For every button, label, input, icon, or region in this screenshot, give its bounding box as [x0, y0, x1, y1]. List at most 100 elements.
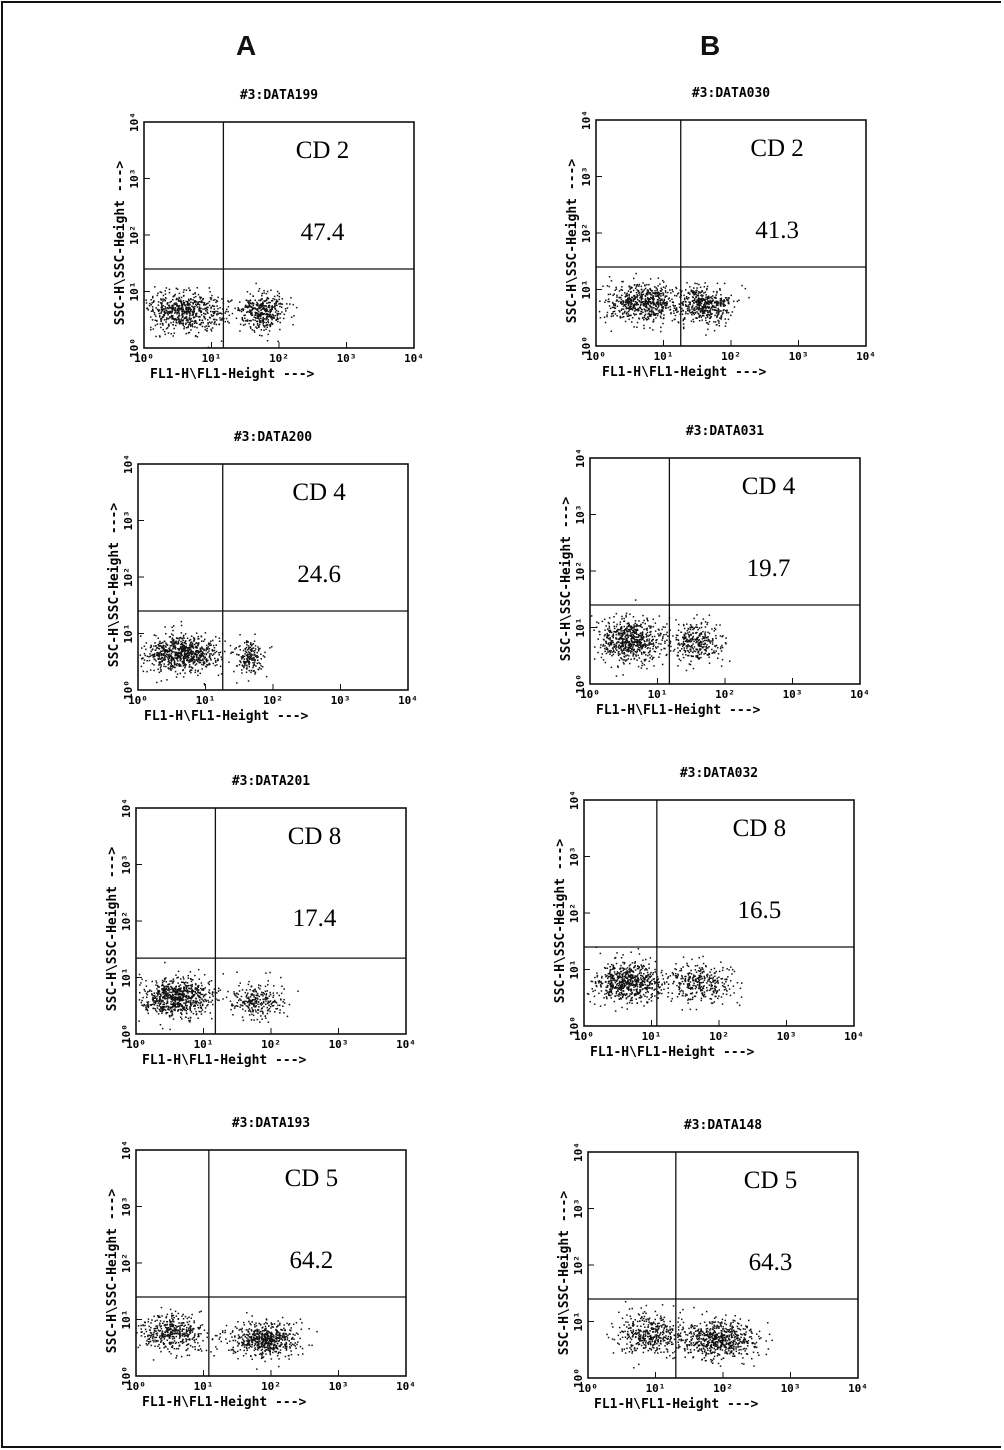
event-dot	[653, 302, 656, 305]
event-dot	[256, 651, 258, 654]
event-dot	[181, 660, 183, 663]
event-dot	[604, 629, 606, 631]
event-dot	[200, 321, 203, 324]
event-dot	[663, 281, 665, 283]
event-dot	[208, 991, 210, 993]
event-dot	[172, 640, 175, 642]
event-dot	[698, 320, 701, 322]
event-dot	[277, 310, 280, 313]
event-dot	[272, 316, 274, 319]
event-dot	[630, 305, 632, 308]
event-dot	[720, 315, 723, 317]
event-dot	[702, 312, 704, 315]
event-dot	[642, 638, 644, 640]
event-dot	[186, 659, 189, 662]
event-dot	[676, 293, 679, 295]
event-dot	[196, 653, 198, 656]
event-dot	[196, 326, 198, 329]
event-dot	[188, 660, 190, 662]
event-dot	[627, 313, 630, 315]
event-dot	[174, 989, 176, 991]
event-dot	[646, 631, 649, 634]
event-dot	[218, 323, 220, 326]
event-dot	[698, 304, 701, 306]
event-dot	[640, 285, 643, 288]
event-dot	[604, 647, 606, 650]
event-dot	[251, 309, 253, 312]
event-dot	[625, 637, 627, 640]
event-dot	[198, 301, 201, 303]
event-dot	[704, 291, 707, 293]
event-dot	[202, 1003, 204, 1006]
event-dot	[196, 660, 199, 663]
event-dot	[701, 297, 703, 299]
event-dot	[705, 308, 707, 310]
event-dot	[189, 670, 191, 673]
event-dot	[627, 301, 630, 303]
event-dot	[628, 625, 630, 628]
event-dot	[166, 307, 169, 309]
event-dot	[182, 662, 184, 664]
event-dot	[664, 290, 667, 292]
y-tick-label: 10¹	[122, 624, 135, 644]
event-dot	[183, 988, 185, 991]
event-dot	[206, 664, 208, 666]
event-dot	[621, 289, 624, 291]
event-dot	[717, 309, 719, 312]
event-dot	[730, 314, 732, 317]
event-dot	[626, 638, 629, 640]
event-dot	[171, 1015, 173, 1017]
event-dot	[657, 646, 659, 648]
event-dot	[238, 664, 241, 666]
event-dot	[699, 648, 701, 650]
event-dot	[627, 304, 630, 307]
event-dot	[608, 627, 611, 629]
event-dot	[165, 297, 167, 300]
event-dot	[162, 993, 164, 995]
event-dot	[711, 628, 713, 630]
event-dot	[607, 643, 609, 645]
event-dot	[626, 301, 629, 303]
event-dot	[201, 640, 203, 642]
x-tick-label: 10²	[261, 1038, 281, 1051]
event-dot	[140, 665, 143, 668]
event-dot	[625, 646, 627, 649]
event-dot	[604, 321, 607, 324]
event-dot	[693, 640, 695, 643]
event-dot	[257, 313, 260, 315]
event-dot	[195, 1010, 197, 1013]
event-dot	[654, 651, 657, 653]
event-dot	[724, 318, 726, 320]
event-dot	[169, 645, 172, 647]
event-dot	[190, 1004, 192, 1007]
event-dot	[651, 643, 654, 645]
event-dot	[178, 649, 180, 652]
frame-left-border	[1, 1, 3, 1447]
event-dot	[259, 299, 262, 302]
event-dot	[708, 656, 710, 658]
event-dot	[179, 997, 181, 1000]
event-dot	[688, 635, 691, 637]
event-dot	[173, 302, 175, 305]
event-dot	[703, 636, 705, 639]
event-dot	[687, 304, 690, 306]
event-dot	[662, 306, 664, 308]
event-dot	[714, 628, 717, 631]
event-dot	[189, 319, 191, 321]
event-dots	[598, 272, 750, 336]
event-dot	[170, 312, 173, 314]
event-dot	[171, 642, 173, 644]
event-dot	[189, 1001, 191, 1004]
event-dot	[650, 630, 652, 633]
event-dot	[622, 300, 624, 302]
event-dot	[173, 666, 176, 668]
event-dot	[179, 992, 182, 995]
event-dot	[187, 656, 189, 658]
event-dot	[700, 645, 702, 648]
event-dot	[153, 658, 155, 660]
event-dot	[729, 660, 731, 662]
event-dot	[627, 622, 630, 625]
event-dot	[615, 286, 617, 289]
event-dot	[224, 312, 226, 314]
panel-a-cd4: #3:DATA200 10⁰ 10¹ 10² 10³ 10⁴ 10⁰ 10¹ 10² 10³ 10⁴…	[80, 426, 418, 730]
